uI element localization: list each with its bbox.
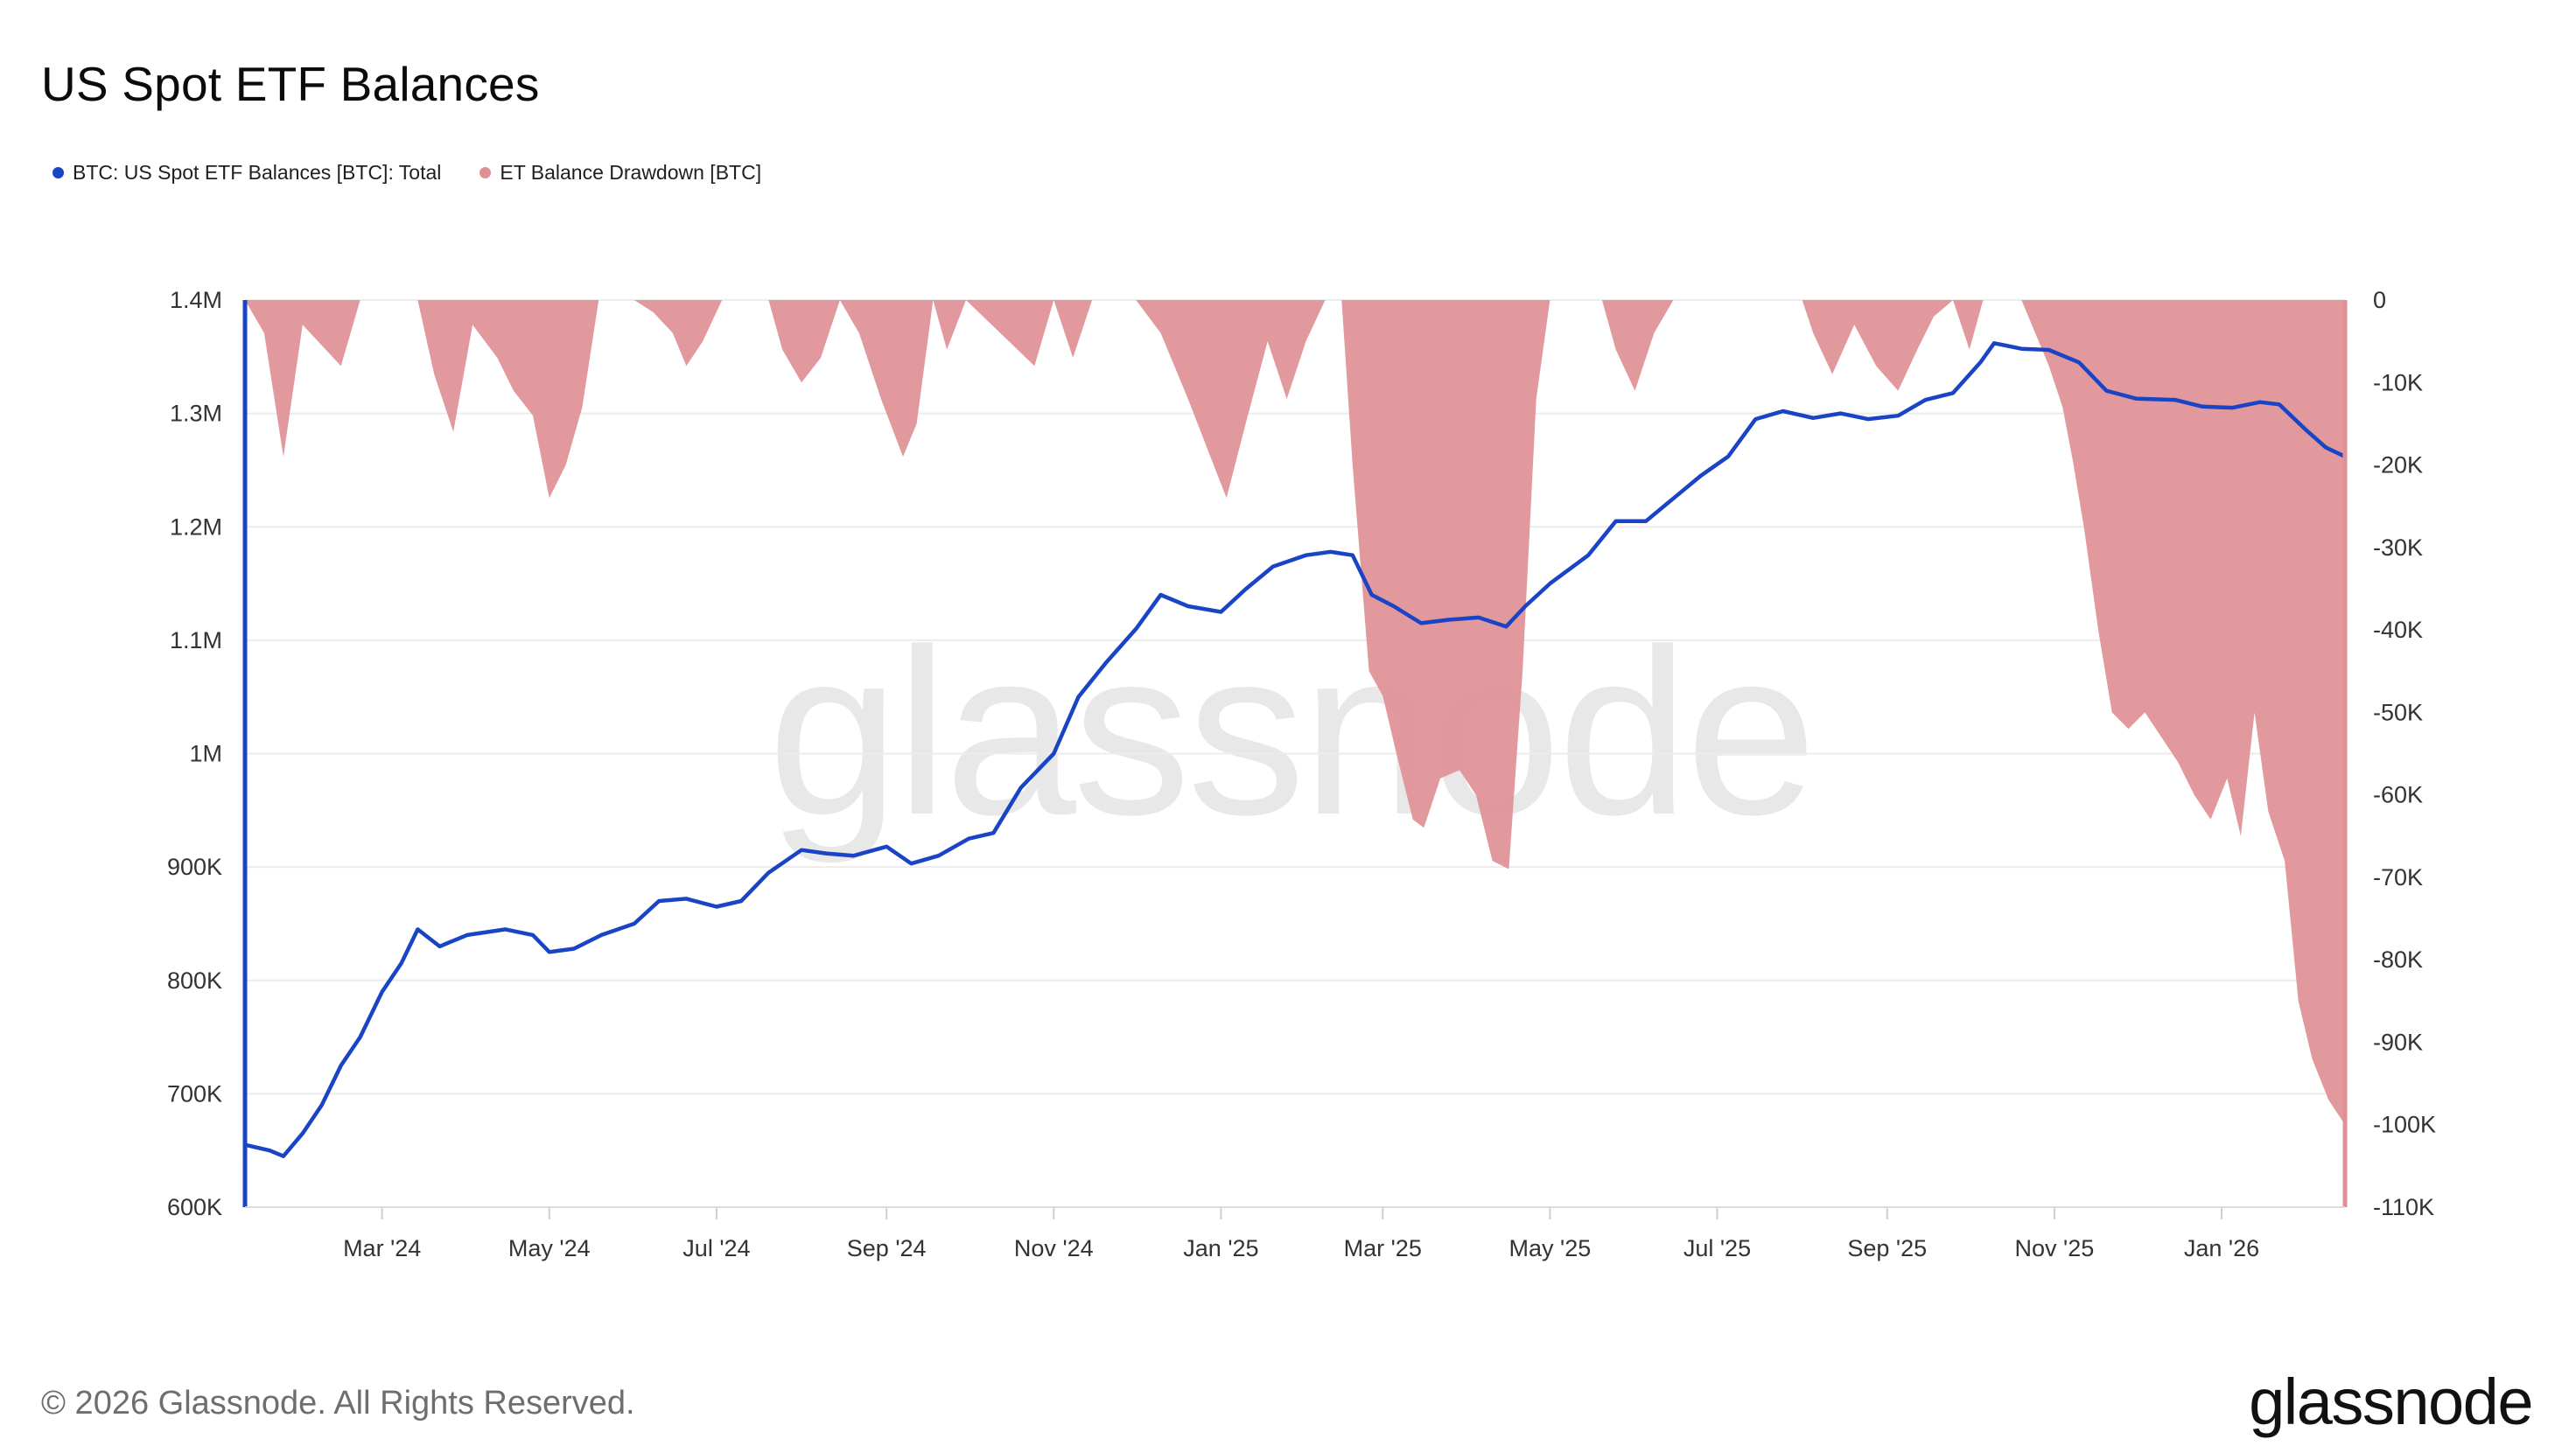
x-tick-label: Mar '25 xyxy=(1344,1235,1422,1261)
x-tick-label: Jul '25 xyxy=(1684,1235,1751,1261)
legend-label-drawdown: ET Balance Drawdown [BTC] xyxy=(500,161,762,184)
y-right-tick-label: -110K xyxy=(2373,1194,2434,1220)
etf-balance-line xyxy=(242,341,2348,1158)
x-tick-label: Sep '24 xyxy=(847,1235,927,1261)
tick-labels: 1.4M 1.3M 1.2M 1.1M 1M 900K 800K 700K 600K 0 -10K -… xyxy=(167,287,2436,1261)
legend-label-etf-balances: BTC: US Spot ETF Balances [BTC]: Total xyxy=(73,161,442,184)
y-right-tick-label: -70K xyxy=(2373,864,2423,891)
x-tick-label: May '25 xyxy=(1509,1235,1592,1261)
y-right-tick-label: -100K xyxy=(2373,1112,2436,1138)
y-right-tick-label: -50K xyxy=(2373,699,2423,725)
legend: BTC: US Spot ETF Balances [BTC]: Total E… xyxy=(52,161,761,185)
x-tick-label: Jul '24 xyxy=(682,1235,750,1261)
x-tick-label: Nov '24 xyxy=(1014,1235,1094,1261)
x-tick-label: May '24 xyxy=(508,1235,591,1261)
drawdown-area xyxy=(245,300,2345,1125)
copyright-text: © 2026 Glassnode. All Rights Reserved. xyxy=(41,1385,635,1422)
y-right-tick-label: -30K xyxy=(2373,534,2423,561)
y-left-tick-label: 700K xyxy=(167,1080,222,1107)
y-right-tick-label: -80K xyxy=(2373,947,2423,973)
y-left-tick-label: 1.3M xyxy=(170,401,222,427)
legend-dot-etf-balances xyxy=(52,167,64,178)
y-right-tick-label: -40K xyxy=(2373,617,2423,643)
y-left-tick-label: 900K xyxy=(167,854,222,880)
x-tick-label: Nov '25 xyxy=(2015,1235,2095,1261)
y-left-tick-label: 600K xyxy=(167,1194,222,1220)
watermark: glassnode xyxy=(768,601,1814,865)
y-right-tick-label: -20K xyxy=(2373,452,2423,479)
x-tick-label: Jan '25 xyxy=(1183,1235,1258,1261)
axes xyxy=(242,300,2348,1219)
drawdown-area-layer xyxy=(245,300,2345,1125)
y-left-tick-label: 1.2M xyxy=(170,513,222,540)
x-tick-label: Sep '25 xyxy=(1847,1235,1927,1261)
y-right-tick-label: -90K xyxy=(2373,1029,2423,1055)
legend-item-drawdown[interactable]: ET Balance Drawdown [BTC] xyxy=(480,161,761,185)
balance-line-layer xyxy=(242,341,2348,1158)
y-right-tick-label: 0 xyxy=(2373,287,2386,313)
y-left-tick-label: 1.4M xyxy=(170,287,222,313)
y-left-tick-label: 1M xyxy=(189,741,222,767)
x-tick-label: Jan '26 xyxy=(2184,1235,2259,1261)
y-left-tick-label: 1.1M xyxy=(170,627,222,653)
legend-dot-drawdown xyxy=(480,167,492,178)
y-left-tick-label: 800K xyxy=(167,967,222,994)
x-tick-label: Mar '24 xyxy=(343,1235,421,1261)
legend-item-etf-balances[interactable]: BTC: US Spot ETF Balances [BTC]: Total xyxy=(52,161,441,185)
glassnode-logo: glassnode xyxy=(2249,1366,2533,1438)
page-title: US Spot ETF Balances xyxy=(41,57,540,111)
y-right-tick-label: -60K xyxy=(2373,782,2423,808)
y-right-tick-label: -10K xyxy=(2373,369,2423,395)
